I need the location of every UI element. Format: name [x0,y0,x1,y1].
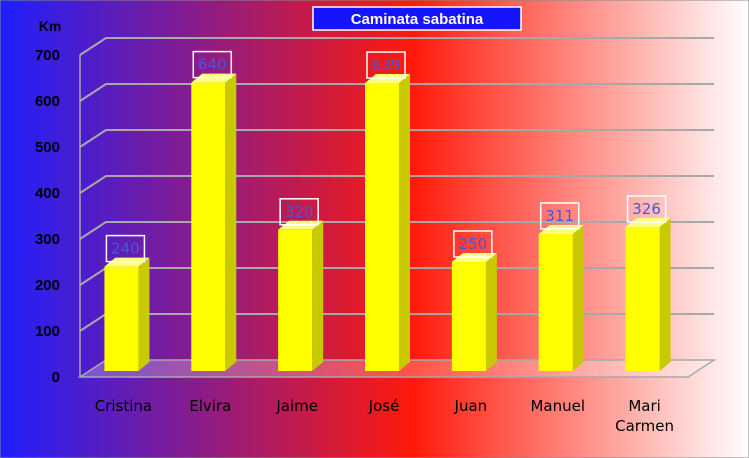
x-tick-label: Juan [454,397,488,415]
y-tick-label: 400 [35,185,60,202]
bar-side [312,220,324,371]
bar-side [138,257,150,371]
data-labels: 240 640 320 639 250 311 326 [105,50,667,263]
x-tick-label: Mari Carmen [615,397,674,435]
data-label-text: 639 [372,56,401,74]
data-label-box [626,195,667,223]
bar [365,83,399,371]
data-label-box [453,230,493,258]
data-label-text: 311 [545,207,574,225]
data-label-text: 240 [111,240,140,258]
bar [451,262,486,371]
bar-side [485,253,497,371]
bar-side [225,73,237,371]
chart-title: Caminata sabatina [312,6,522,31]
bar-elvira [191,73,237,371]
data-label-text: 320 [285,203,314,221]
gridline [79,129,714,148]
data-label-text: 640 [198,56,227,74]
data-label: 250 [453,230,493,258]
bar-side [659,218,671,371]
bar [191,82,226,371]
x-tick-label: Jaime [275,397,318,415]
y-tick-label: 0 [52,369,60,386]
data-label-box [192,50,233,79]
x-axis: Cristina Elvira Jaime José Juan Manuel Mari Car… [95,397,674,435]
x-tick-label: Manuel [530,397,585,415]
x-tick-label: Cristina [95,397,152,415]
data-label-box [539,202,580,230]
y-tick-label: 300 [35,231,60,248]
y-tick-label: 100 [35,323,60,340]
bar-jose [365,74,410,371]
data-label: 639 [366,51,406,79]
bar-jaime [278,220,324,371]
y-axis-unit-label: Km [39,18,62,34]
bar-mari-carmen [625,218,671,371]
data-label: 320 [279,198,319,226]
bar [104,266,139,371]
data-label: 326 [626,195,667,223]
gridline [79,221,714,240]
bar-side [399,74,410,371]
data-label-box [279,198,319,226]
data-label: 311 [539,202,580,230]
y-tick-label: 700 [35,47,60,64]
data-label-box [105,234,146,263]
y-tick-label: 500 [35,139,60,156]
bar [538,233,573,371]
bar-juan [451,253,497,371]
data-label: 240 [105,234,146,263]
x-tick-label: Elvira [189,397,231,415]
bar-cristina [104,257,150,371]
data-label-text: 326 [632,200,661,218]
data-label: 640 [192,50,233,79]
chart-title-text: Caminata sabatina [351,11,484,28]
wall-top-edge [79,37,107,56]
bar [278,229,313,371]
gridline [79,83,714,102]
data-label-box [366,51,406,79]
y-tick-label: 200 [35,277,60,294]
title-box [312,6,522,31]
y-axis: 0 100 200 300 400 500 600 700 [35,37,107,386]
data-label-text: 250 [459,235,488,253]
bar [625,227,660,371]
x-tick-label: José [368,397,400,415]
y-tick-label: 600 [35,93,60,110]
gridline [79,175,714,194]
bar-manuel [538,224,584,371]
bars [104,73,671,371]
bar-side [572,224,584,371]
